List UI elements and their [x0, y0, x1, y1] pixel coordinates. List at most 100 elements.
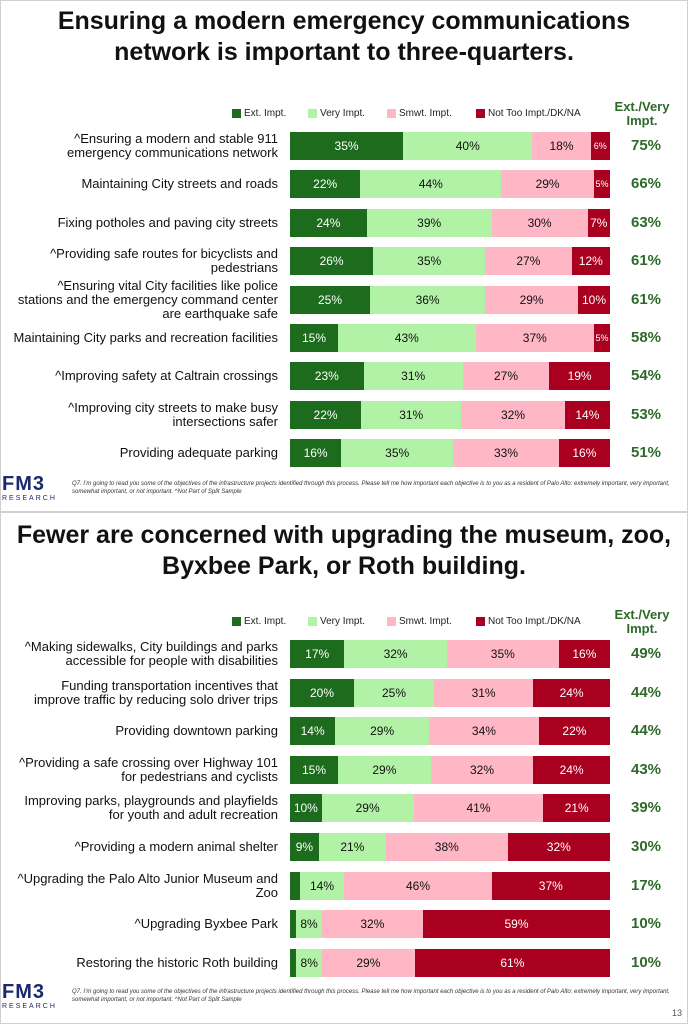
stacked-bar: 17% 32% 35% 16%: [290, 640, 610, 668]
bar-segment-smwt: 41%: [413, 794, 544, 823]
bar-segment-not: 24%: [533, 678, 610, 707]
legend-label-not: Not Too Impt./DK/NA: [488, 108, 581, 119]
stacked-bar: 35% 40% 18% 6%: [290, 132, 610, 160]
stacked-bar: 10% 29% 41% 21%: [290, 794, 610, 823]
row-label-text: Improving parks, playgrounds and playfie…: [24, 793, 278, 823]
bar-segment-ext: 35%: [290, 132, 404, 160]
bar-segment-not: 10%: [578, 285, 610, 314]
legend-swatch-smwt: [387, 617, 396, 626]
bar-segment-very: 14%: [299, 871, 345, 900]
bar-segment-label: 22%: [313, 177, 338, 192]
bar-segment-not: 6%: [590, 132, 610, 160]
bar-segment-ext: 24%: [290, 208, 367, 237]
legend-label-very: Very Impt.: [320, 108, 366, 119]
ext-very-value: 43%: [630, 760, 662, 778]
bar-segment-smwt: 35%: [446, 640, 559, 668]
bar-segment-very: 43%: [338, 324, 476, 352]
bar-segment-ext: 14%: [290, 717, 336, 746]
row-label: ^Upgrading Byxbee Park: [12, 902, 278, 946]
ext-very-value: 53%: [630, 405, 662, 423]
ext-very-header: Ext./Very Impt.: [614, 99, 670, 128]
bar-segment-label: 22%: [313, 407, 338, 422]
logo-fm3-text: FM3: [2, 473, 45, 495]
bar-segment-not: 16%: [558, 640, 610, 668]
row-label: ^Providing safe routes for bicyclists an…: [12, 239, 278, 283]
bar-segment-ext: 9%: [290, 833, 319, 861]
bar-segment-not: 59%: [423, 910, 610, 939]
bar-segment-label: 31%: [399, 407, 424, 422]
bar-segment-smwt: 34%: [428, 717, 539, 746]
bar-segment-very: 32%: [344, 640, 447, 668]
bar-segment-label: 32%: [360, 917, 385, 932]
bar-segment-label: 24%: [316, 215, 341, 230]
bar-segment-label: 25%: [317, 292, 343, 307]
bar-segment-label: 35%: [417, 254, 442, 269]
row-label-text: ^Ensuring a modern and stable 911 emerge…: [67, 131, 278, 160]
bar-segment-ext: 15%: [290, 755, 338, 784]
bar-segment-very: 29%: [338, 755, 431, 784]
bar-segment-label: 16%: [303, 446, 328, 461]
legend-swatch-not: [476, 109, 485, 118]
row-label: Restoring the historic Roth building: [12, 941, 278, 985]
row-label-text: ^Improving safety at Caltrain crossings: [55, 368, 278, 384]
bar-segment-smwt: 29%: [322, 948, 415, 977]
legend-ext: Ext. Impt.: [232, 108, 286, 119]
bar-segment-ext: 22%: [290, 170, 361, 199]
bar-segment-very: 35%: [373, 247, 486, 276]
legend-swatch-very: [308, 617, 317, 626]
row-label: Maintaining City streets and roads: [12, 162, 278, 206]
bar-segment-very: 39%: [366, 208, 492, 237]
ext-very-value: 44%: [630, 722, 662, 740]
bar-segment-smwt: 29%: [485, 285, 578, 314]
logo-fm3-text: FM3: [2, 981, 45, 1003]
bar-segment-not: 5%: [594, 324, 610, 352]
legend-smwt: Smwt. Impt.: [387, 616, 452, 627]
bar-segment-smwt: 32%: [430, 755, 534, 784]
bar-segment-label: 15%: [301, 762, 327, 777]
bar-segment-smwt: 38%: [386, 833, 508, 861]
row-label-text: Maintaining City parks and recreation fa…: [13, 330, 278, 345]
row-label: Maintaining City parks and recreation fa…: [12, 316, 278, 360]
bar-segment-very: 35%: [341, 439, 454, 468]
bar-segment-ext: 16%: [290, 439, 342, 468]
bar-segment-label: 8%: [300, 955, 318, 970]
bar-segment-ext: [290, 871, 300, 900]
legend-label-ext: Ext. Impt.: [244, 108, 287, 119]
row-label: ^Improving city streets to make busy int…: [12, 393, 278, 437]
row-label-text: ^Making sidewalks, City buildings and pa…: [24, 639, 278, 668]
bar-segment-label: 24%: [559, 762, 584, 777]
bar-segment-label: 40%: [455, 139, 480, 153]
bar-segment-smwt: 18%: [532, 132, 591, 160]
bar-segment-smwt: 33%: [453, 439, 559, 468]
bar-segment-label: 44%: [418, 177, 443, 192]
row-label-text: ^Improving city streets to make busy int…: [68, 399, 278, 429]
bar-segment-not: 21%: [543, 794, 610, 823]
ext-very-value: 54%: [630, 367, 662, 385]
ext-very-value: 17%: [630, 876, 662, 894]
bar-segment-very: 25%: [354, 678, 434, 707]
bar-segment-label: 29%: [535, 177, 560, 192]
row-label: Providing downtown parking: [12, 709, 278, 753]
bar-segment-not: 7%: [587, 208, 610, 237]
row-label-text: ^Providing a modern animal shelter: [74, 839, 278, 854]
bar-segment-label: 5%: [595, 333, 609, 343]
legend-label-smwt: Smwt. Impt.: [399, 108, 452, 119]
bar-segment-not: 12%: [571, 247, 610, 276]
bar-segment-label: 34%: [471, 724, 496, 739]
bar-segment-very: 36%: [370, 285, 486, 314]
bar-segment-smwt: 29%: [501, 170, 594, 199]
bar-segment-label: 32%: [469, 762, 494, 777]
bar-segment-label: 10%: [293, 801, 318, 816]
bar-segment-label: 38%: [434, 840, 459, 854]
bar-segment-not: 37%: [491, 871, 610, 900]
bar-segment-ext: 22%: [290, 400, 362, 429]
row-label: Improving parks, playgrounds and playfie…: [12, 786, 278, 830]
stacked-bar: 15% 43% 37% 5%: [290, 324, 610, 352]
stacked-bar: 22% 44% 29% 5%: [290, 170, 610, 199]
legend-label-very: Very Impt.: [320, 616, 366, 627]
bar-segment-very: 21%: [318, 833, 386, 861]
ext-very-value: 51%: [630, 444, 662, 462]
stacked-bar: 8% 32% 59%: [290, 910, 610, 939]
bar-segment-label: 33%: [493, 446, 518, 461]
ext-very-value: 30%: [630, 838, 662, 855]
